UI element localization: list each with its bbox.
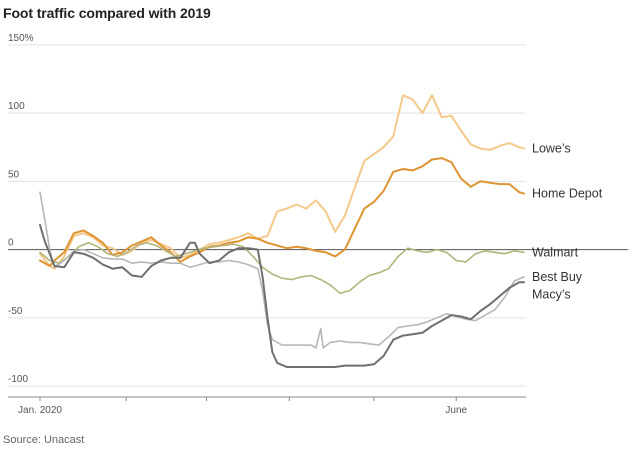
series-label-walmart: Walmart: [532, 245, 579, 259]
x-axis: Jan. 2020 June: [8, 396, 526, 416]
chart-title: Foot traffic compared with 2019: [3, 5, 211, 21]
y-tick-label: 0: [8, 238, 14, 249]
series-line-home-depot: [39, 157, 525, 267]
y-tick-label: 100: [8, 101, 25, 112]
series-labels: Lowe’s Home Depot Walmart Best Buy Macy’s: [532, 142, 603, 302]
y-tick-label: -50: [8, 306, 23, 317]
series-label-macy-s: Macy’s: [532, 288, 571, 302]
series-lines: [39, 94, 525, 368]
series-line-lowe-s: [39, 94, 525, 270]
series-line-macy-s: [39, 224, 525, 368]
y-axis-ticks: 150% 100 50 0 -50 -100: [8, 33, 34, 385]
x-tick-label: Jan. 2020: [18, 405, 62, 416]
series-line-best-buy: [39, 191, 525, 349]
y-tick-label: -100: [8, 374, 28, 385]
series-line-walmart: [39, 242, 525, 295]
series-label-lowe-s: Lowe’s: [532, 142, 571, 156]
series-label-best-buy: Best Buy: [532, 270, 583, 284]
y-tick-label: 50: [8, 169, 20, 180]
y-tick-label: 150%: [8, 33, 34, 44]
series-label-home-depot: Home Depot: [532, 187, 603, 201]
x-tick-label: June: [445, 405, 467, 416]
source-note: Source: Unacast: [3, 434, 85, 446]
gridlines: [8, 44, 628, 387]
